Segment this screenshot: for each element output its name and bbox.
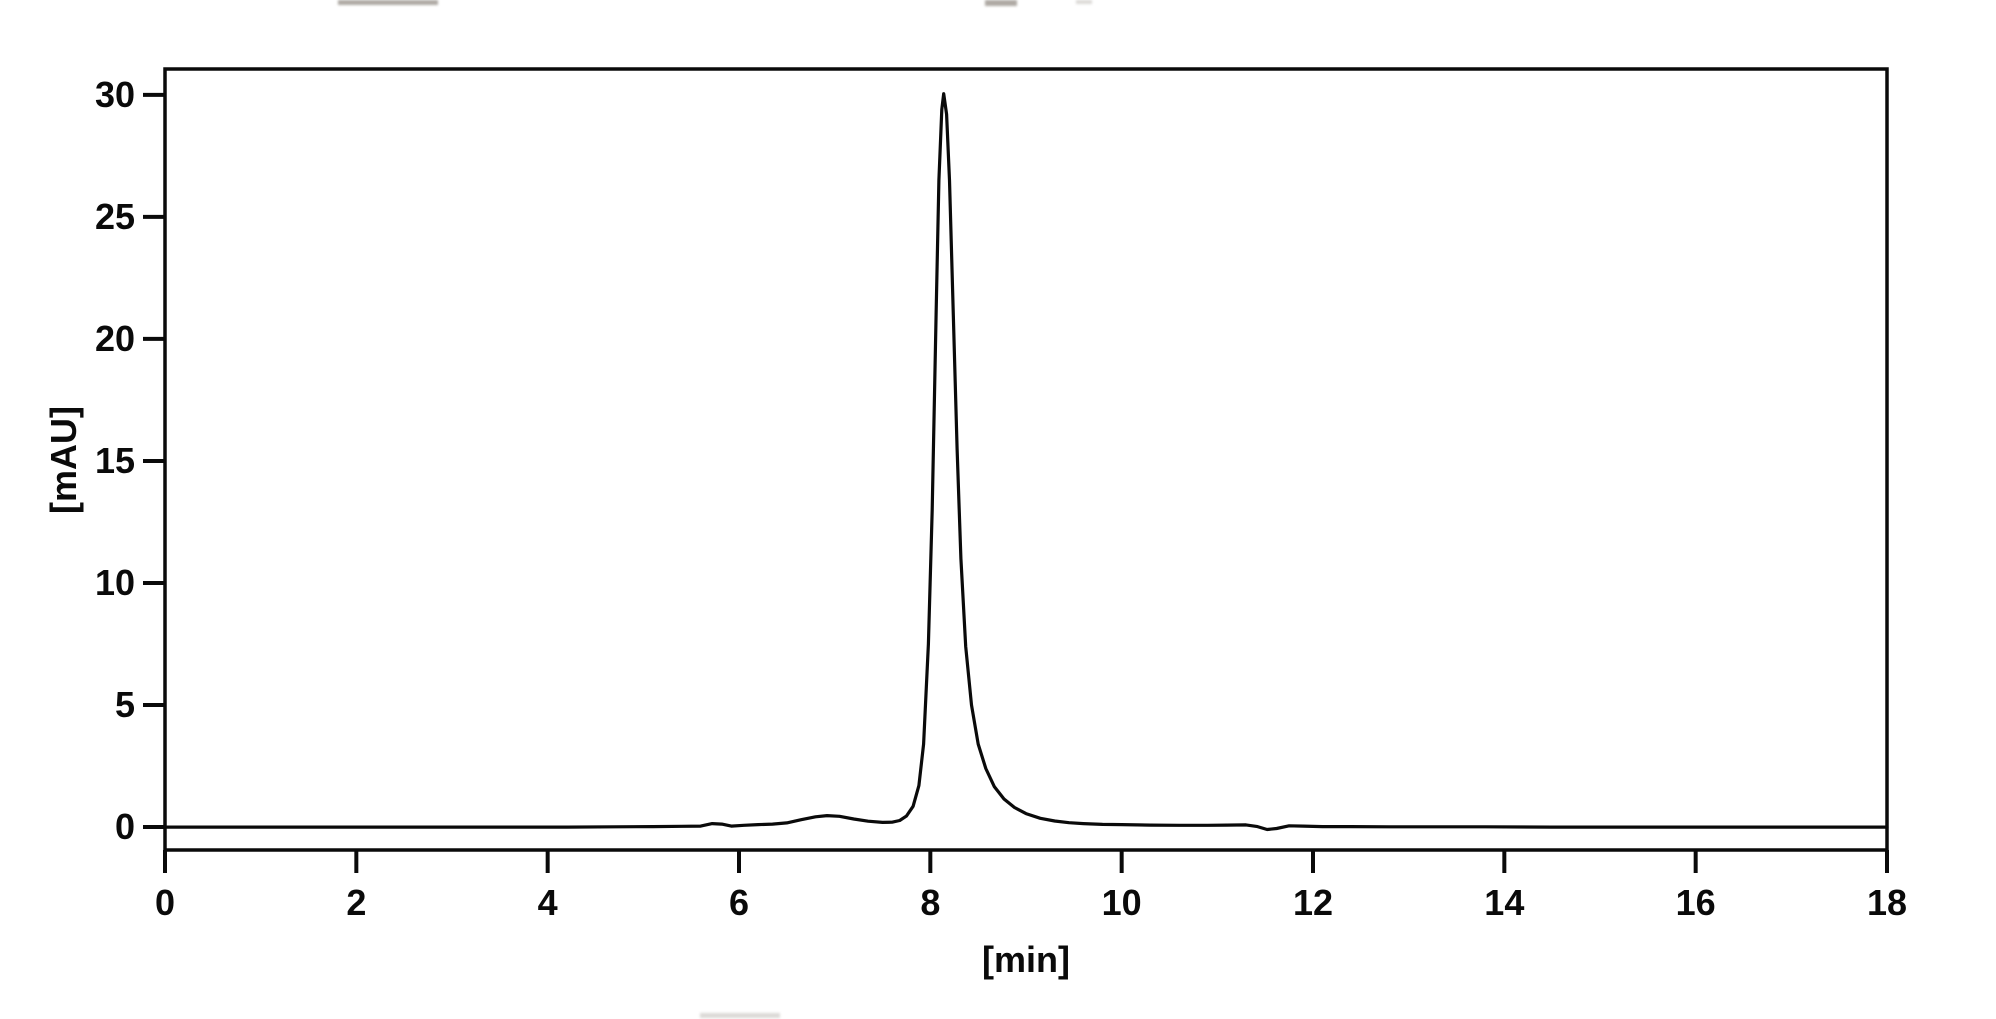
signal-trace <box>163 92 1889 832</box>
x-tick-label: 18 <box>1867 882 1907 923</box>
x-tick-label: 8 <box>920 882 940 923</box>
plot-border <box>163 67 1889 852</box>
x-tick-label: 6 <box>729 882 749 923</box>
y-tick-label: 0 <box>115 806 135 847</box>
y-tick-label: 10 <box>95 562 135 603</box>
x-axis-title: [min] <box>982 939 1070 980</box>
x-tick-label: 4 <box>538 882 558 923</box>
x-tick-label: 12 <box>1293 882 1333 923</box>
y-tick-label: 30 <box>95 74 135 115</box>
x-tick-label: 16 <box>1676 882 1716 923</box>
cropped-text-artifact-top-left <box>338 0 438 5</box>
x-tick-label: 2 <box>346 882 366 923</box>
cropped-text-artifact-bottom <box>700 1013 780 1018</box>
x-tick-label: 10 <box>1102 882 1142 923</box>
y-tick-label: 20 <box>95 318 135 359</box>
cropped-text-artifact-top-center <box>985 0 1017 6</box>
y-tick-label: 5 <box>115 684 135 725</box>
cropped-text-artifact-top-right <box>1076 0 1092 4</box>
y-tick-label: 25 <box>95 196 135 237</box>
y-axis-title: [mAU] <box>43 406 84 514</box>
x-tick-label: 0 <box>155 882 175 923</box>
y-tick-label: 15 <box>95 440 135 481</box>
x-tick-label: 14 <box>1484 882 1524 923</box>
